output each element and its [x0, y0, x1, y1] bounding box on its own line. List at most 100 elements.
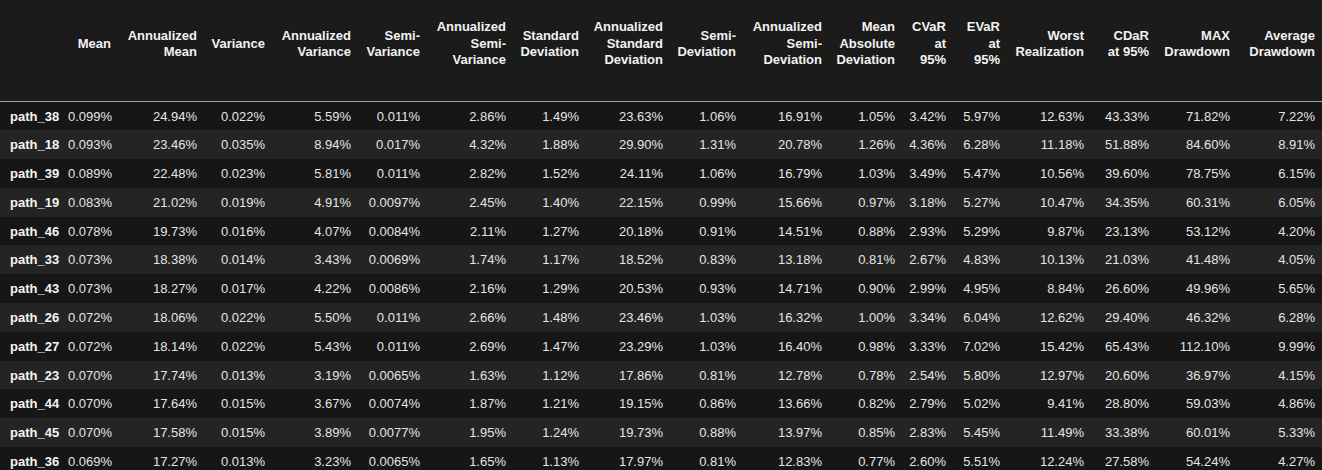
risk-metrics-panel: MeanAnnualized MeanVarianceAnnualized Va… [0, 0, 1322, 470]
table-cell: 4.83% [953, 245, 1007, 274]
table-cell: 2.45% [427, 188, 513, 217]
table-cell: 0.069% [68, 447, 118, 470]
column-header: CVaR at 95% [902, 0, 953, 102]
table-cell: 7.02% [953, 332, 1007, 361]
table-cell: 17.58% [118, 418, 204, 447]
row-label: path_46 [0, 217, 68, 246]
table-cell: 2.67% [902, 245, 953, 274]
table-cell: 0.0097% [358, 188, 427, 217]
table-cell: 22.15% [586, 188, 670, 217]
table-cell: 23.46% [586, 303, 670, 332]
table-cell: 60.31% [1156, 188, 1237, 217]
table-cell: 17.64% [118, 389, 204, 418]
corner-cell [0, 0, 68, 102]
table-row: path_440.070%17.64%0.015%3.67%0.0074%1.8… [0, 389, 1322, 418]
table-cell: 3.89% [272, 418, 358, 447]
table-cell: 11.18% [1007, 130, 1091, 159]
table-cell: 0.011% [358, 159, 427, 188]
table-cell: 12.62% [1007, 303, 1091, 332]
row-label: path_45 [0, 418, 68, 447]
table-cell: 0.81% [670, 361, 743, 390]
table-cell: 0.015% [204, 418, 272, 447]
table-row: path_360.069%17.27%0.013%3.23%0.0065%1.6… [0, 447, 1322, 470]
table-cell: 0.88% [670, 418, 743, 447]
table-cell: 5.47% [953, 159, 1007, 188]
table-cell: 0.011% [358, 332, 427, 361]
table-cell: 23.63% [586, 102, 670, 131]
table-cell: 0.90% [829, 274, 902, 303]
table-cell: 5.80% [953, 361, 1007, 390]
table-cell: 5.81% [272, 159, 358, 188]
metrics-table: MeanAnnualized MeanVarianceAnnualized Va… [0, 0, 1322, 470]
table-cell: 34.35% [1091, 188, 1156, 217]
table-cell: 1.29% [513, 274, 586, 303]
table-cell: 21.03% [1091, 245, 1156, 274]
table-cell: 1.24% [513, 418, 586, 447]
table-cell: 1.65% [427, 447, 513, 470]
table-cell: 24.11% [586, 159, 670, 188]
table-cell: 12.97% [1007, 361, 1091, 390]
table-cell: 0.023% [204, 159, 272, 188]
table-cell: 29.90% [586, 130, 670, 159]
table-cell: 1.88% [513, 130, 586, 159]
table-cell: 6.28% [1237, 303, 1322, 332]
table-cell: 2.82% [427, 159, 513, 188]
table-cell: 0.017% [358, 130, 427, 159]
table-cell: 3.23% [272, 447, 358, 470]
column-header: Annualized Standard Deviation [586, 0, 670, 102]
table-cell: 1.03% [670, 332, 743, 361]
table-cell: 0.86% [670, 389, 743, 418]
table-cell: 3.49% [902, 159, 953, 188]
table-cell: 9.99% [1237, 332, 1322, 361]
table-cell: 1.74% [427, 245, 513, 274]
table-cell: 20.53% [586, 274, 670, 303]
table-cell: 3.33% [902, 332, 953, 361]
table-cell: 18.14% [118, 332, 204, 361]
table-cell: 0.073% [68, 245, 118, 274]
column-header: Variance [204, 0, 272, 102]
table-cell: 1.47% [513, 332, 586, 361]
table-cell: 0.99% [670, 188, 743, 217]
table-cell: 5.02% [953, 389, 1007, 418]
table-cell: 0.0084% [358, 217, 427, 246]
table-cell: 1.52% [513, 159, 586, 188]
table-cell: 19.73% [586, 418, 670, 447]
table-cell: 27.58% [1091, 447, 1156, 470]
table-cell: 4.86% [1237, 389, 1322, 418]
table-cell: 9.41% [1007, 389, 1091, 418]
table-cell: 5.65% [1237, 274, 1322, 303]
row-label: path_38 [0, 102, 68, 131]
table-cell: 3.42% [902, 102, 953, 131]
table-cell: 12.83% [743, 447, 829, 470]
table-cell: 0.016% [204, 217, 272, 246]
table-cell: 4.95% [953, 274, 1007, 303]
table-cell: 0.035% [204, 130, 272, 159]
table-cell: 17.97% [586, 447, 670, 470]
table-cell: 46.32% [1156, 303, 1237, 332]
table-cell: 0.0074% [358, 389, 427, 418]
table-cell: 24.94% [118, 102, 204, 131]
table-cell: 2.69% [427, 332, 513, 361]
table-row: path_460.078%19.73%0.016%4.07%0.0084%2.1… [0, 217, 1322, 246]
table-cell: 18.27% [118, 274, 204, 303]
table-cell: 16.40% [743, 332, 829, 361]
table-cell: 5.33% [1237, 418, 1322, 447]
table-header: MeanAnnualized MeanVarianceAnnualized Va… [0, 0, 1322, 102]
table-cell: 0.0086% [358, 274, 427, 303]
row-label: path_43 [0, 274, 68, 303]
column-header: Standard Deviation [513, 0, 586, 102]
table-cell: 21.02% [118, 188, 204, 217]
table-cell: 0.022% [204, 303, 272, 332]
table-cell: 0.078% [68, 217, 118, 246]
table-cell: 5.29% [953, 217, 1007, 246]
table-cell: 1.06% [670, 102, 743, 131]
table-cell: 1.31% [670, 130, 743, 159]
table-cell: 16.32% [743, 303, 829, 332]
table-cell: 0.0065% [358, 447, 427, 470]
table-cell: 5.97% [953, 102, 1007, 131]
table-cell: 0.072% [68, 332, 118, 361]
table-cell: 0.083% [68, 188, 118, 217]
table-cell: 53.12% [1156, 217, 1237, 246]
table-cell: 4.91% [272, 188, 358, 217]
table-cell: 0.82% [829, 389, 902, 418]
